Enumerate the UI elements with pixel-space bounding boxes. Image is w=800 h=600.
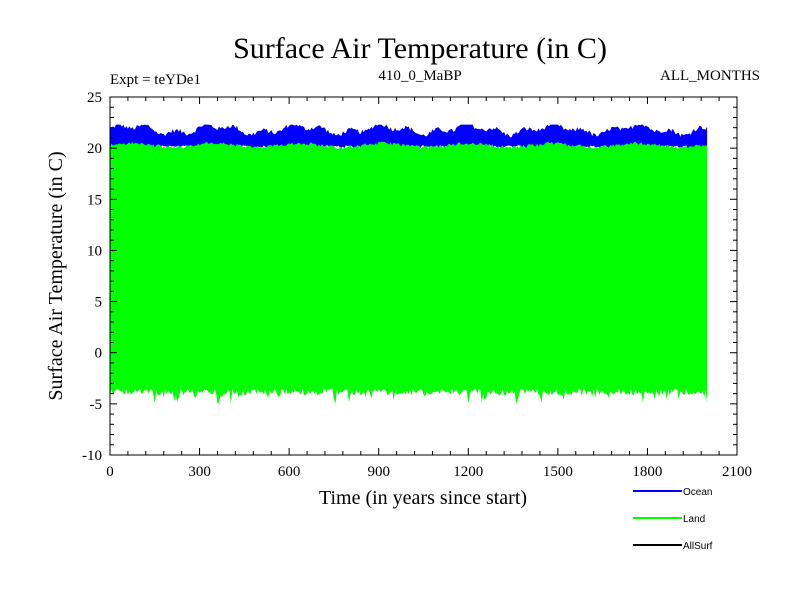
experiment-label: Expt = teYDe1 xyxy=(110,72,201,88)
months-label: ALL_MONTHS xyxy=(660,68,760,84)
axes: 0 300 600 900 1200 1500 1800 2100 -10 -5 0 5 10 15 20 2… xyxy=(82,90,752,480)
x-tick-label: 600 xyxy=(278,464,301,480)
legend-label-ocean: Ocean xyxy=(683,487,712,498)
y-tick-label: 10 xyxy=(87,243,102,259)
legend: Ocean Land AllSurf xyxy=(633,487,713,552)
y-tick-label: 5 xyxy=(95,295,103,311)
x-tick-label: 2100 xyxy=(722,464,752,480)
y-tick-label: -10 xyxy=(82,448,102,464)
x-tick-label: 1200 xyxy=(453,464,483,480)
period-label: 410_0_MaBP xyxy=(378,68,461,84)
x-tick-label: 1500 xyxy=(543,464,573,480)
plot-frame xyxy=(109,96,738,456)
plot-area xyxy=(110,124,708,404)
y-tick-label: 25 xyxy=(87,90,102,106)
land-series-band xyxy=(110,141,708,404)
y-tick-label: 20 xyxy=(87,141,102,157)
ocean-series-band xyxy=(110,124,708,149)
y-tick-label: 15 xyxy=(87,192,102,208)
y-tick-label: -5 xyxy=(90,397,103,413)
y-axis-label: Surface Air Temperature (in C) xyxy=(45,151,67,400)
y-tick-label: 0 xyxy=(95,346,103,362)
x-tick-label: 0 xyxy=(106,464,114,480)
x-tick-label: 1800 xyxy=(632,464,662,480)
x-tick-label: 900 xyxy=(367,464,390,480)
legend-label-land: Land xyxy=(683,514,705,525)
chart-title: Surface Air Temperature (in C) xyxy=(233,32,607,65)
legend-label-allsurf: AllSurf xyxy=(683,541,713,552)
x-axis-label: Time (in years since start) xyxy=(319,487,527,509)
x-tick-label: 300 xyxy=(188,464,211,480)
